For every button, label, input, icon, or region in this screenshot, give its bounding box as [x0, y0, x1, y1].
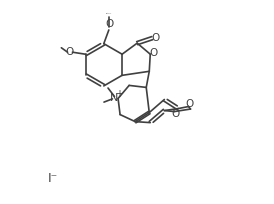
Text: O: O	[171, 109, 179, 119]
Text: methoxy: methoxy	[106, 13, 112, 14]
Text: O: O	[151, 33, 160, 43]
Text: O: O	[66, 47, 74, 57]
Text: O: O	[149, 48, 157, 58]
Text: O: O	[185, 99, 193, 109]
Text: I⁻: I⁻	[47, 172, 58, 185]
Text: +: +	[115, 89, 123, 99]
Text: N: N	[110, 93, 119, 103]
Text: O: O	[105, 19, 113, 29]
